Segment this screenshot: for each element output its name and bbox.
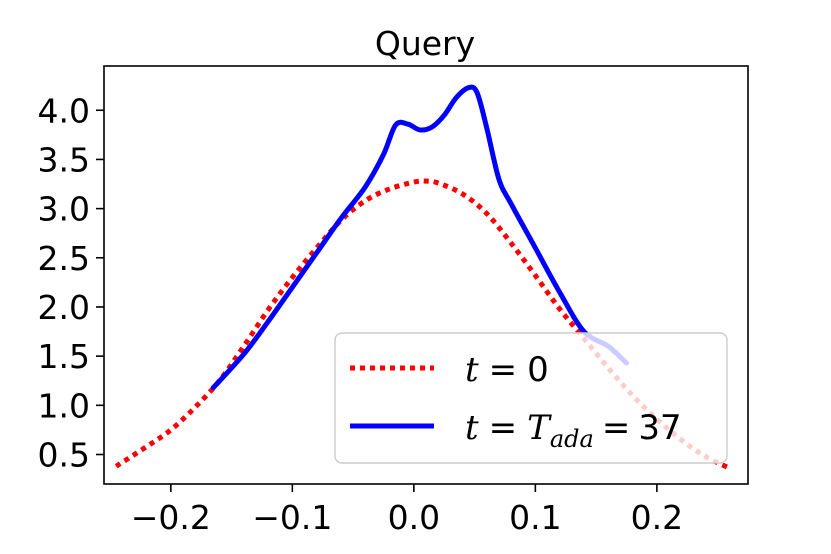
legend-label-t0-var: t [465, 350, 479, 390]
chart-title: Query [375, 24, 475, 63]
y-tick-label: 3.0 [38, 190, 90, 229]
legend-label-tada-sub: ada [550, 425, 594, 453]
series-lines [114, 84, 731, 471]
x-tick-label: −0.1 [252, 498, 332, 537]
y-tick-label: 3.5 [38, 140, 90, 179]
y-tick-label: 1.5 [38, 337, 90, 376]
legend-label-t0-value: 0 [527, 350, 549, 390]
plot-frame [103, 65, 749, 485]
series-line-tada [210, 84, 629, 391]
legend-label-tada: t = Tada = 37 [465, 408, 682, 453]
legend-label-tada-value: 37 [638, 408, 681, 448]
legend-label-tada-var: t [465, 408, 479, 448]
x-tick-label: 0.0 [388, 498, 440, 537]
x-tick-label: 0.2 [631, 498, 683, 537]
y-tick-label: 1.0 [38, 386, 90, 425]
y-tick-label: 0.5 [38, 435, 90, 474]
y-tick-label: 2.0 [38, 288, 90, 327]
x-tick-label: 0.1 [509, 498, 561, 537]
y-tick-label: 2.5 [38, 239, 90, 278]
legend-label-tada-T: T [527, 408, 552, 448]
x-tick-label: −0.2 [131, 498, 211, 537]
axes: −0.2 −0.1 0.0 0.1 0.2 0.5 1.0 1.5 2.0 2.5 3.0 3.5 4.… [38, 91, 684, 537]
legend: t = 0 t = Tada = 37 [334, 332, 728, 464]
series-line-t0 [114, 178, 731, 471]
y-tick-label: 4.0 [38, 91, 90, 130]
legend-label-t0: t = 0 [465, 350, 549, 390]
